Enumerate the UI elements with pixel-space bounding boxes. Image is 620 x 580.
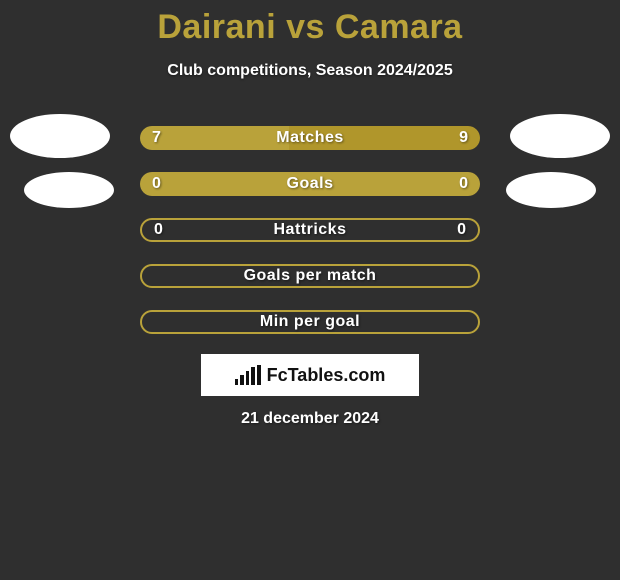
brand-logo-icon xyxy=(235,365,261,385)
stat-row: 79Matches xyxy=(140,126,480,150)
player-left-avatar xyxy=(10,114,110,158)
stat-row: Min per goal xyxy=(140,310,480,334)
stat-label: Min per goal xyxy=(142,312,478,332)
brand-text: FcTables.com xyxy=(267,365,386,386)
page-title: Dairani vs Camara xyxy=(0,8,620,47)
player-right-avatar-secondary xyxy=(506,172,596,208)
stat-label: Goals xyxy=(140,172,480,196)
page-subtitle: Club competitions, Season 2024/2025 xyxy=(0,62,620,80)
player-left-avatar-secondary xyxy=(24,172,114,208)
stat-row: 00Goals xyxy=(140,172,480,196)
stat-rows: 79Matches 00Goals 00Hattricks Goals per mat… xyxy=(140,126,480,356)
brand-box: FcTables.com xyxy=(201,354,419,396)
date-stamp: 21 december 2024 xyxy=(0,410,620,428)
stat-label: Matches xyxy=(140,126,480,150)
comparison-card: Dairani vs Camara Club competitions, Sea… xyxy=(0,0,620,580)
stat-label: Hattricks xyxy=(142,220,478,240)
stat-row: 00Hattricks xyxy=(140,218,480,242)
stat-row: Goals per match xyxy=(140,264,480,288)
player-right-avatar xyxy=(510,114,610,158)
stat-label: Goals per match xyxy=(142,266,478,286)
